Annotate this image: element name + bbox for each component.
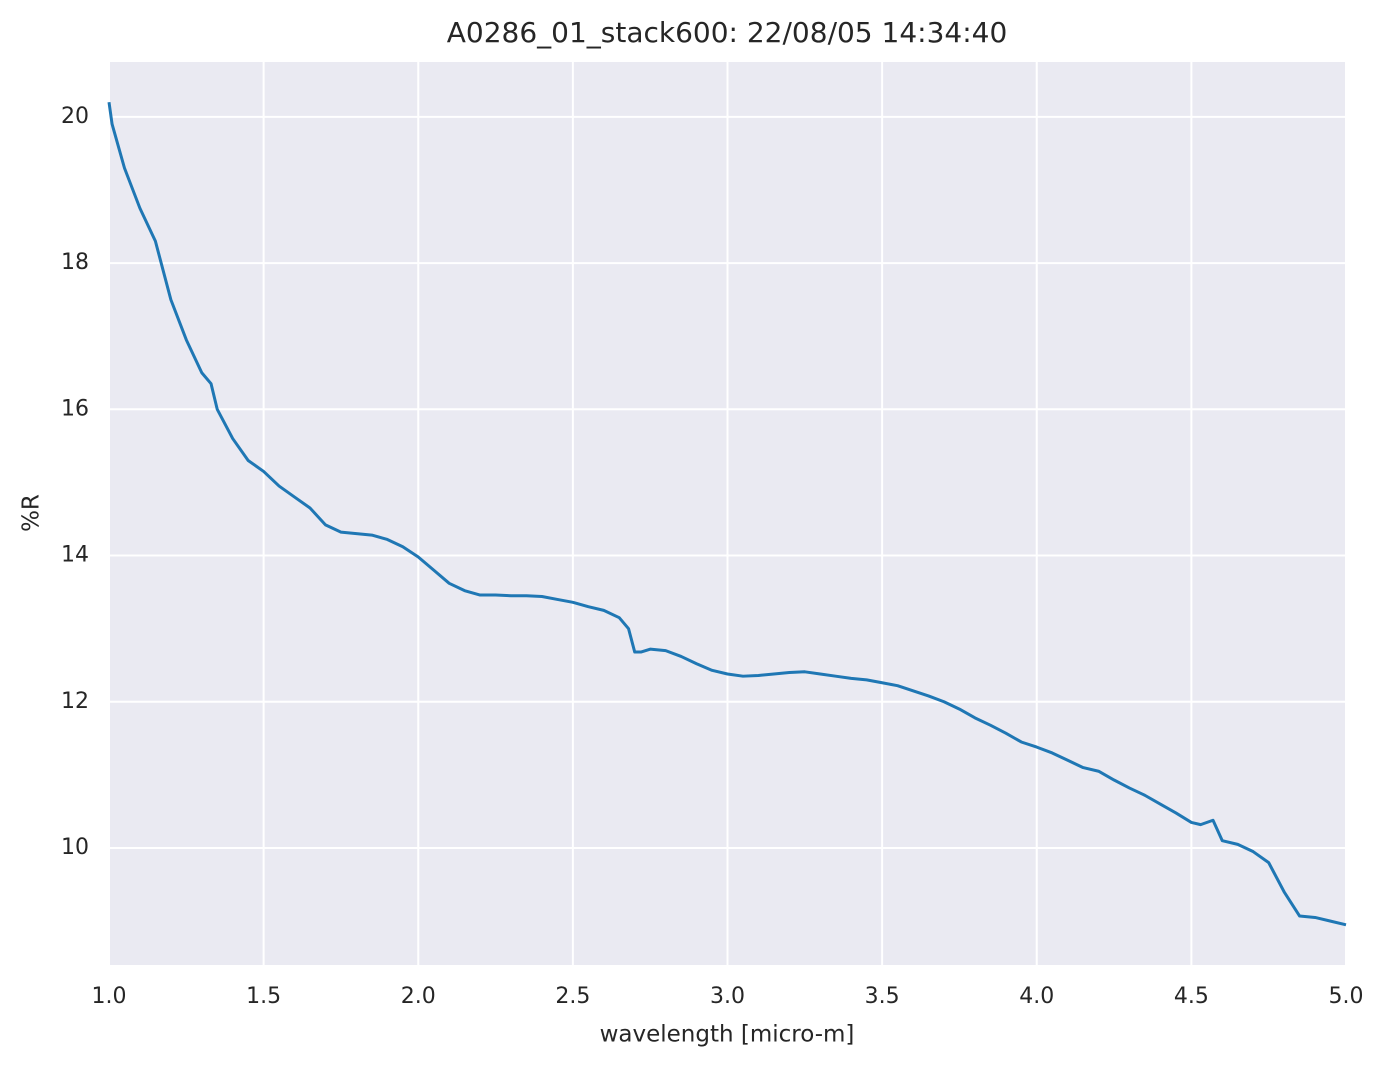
y-tick-label: 10 xyxy=(61,835,89,860)
x-tick-label: 4.0 xyxy=(1019,984,1054,1009)
x-tick-label: 1.5 xyxy=(246,984,281,1009)
data-line xyxy=(107,102,1347,927)
x-tick-label: 1.0 xyxy=(92,984,127,1009)
x-tick-label: 3.0 xyxy=(710,984,745,1009)
y-axis-label: %R xyxy=(19,494,45,532)
x-tick-label: 3.5 xyxy=(865,984,900,1009)
y-tick-label: 16 xyxy=(61,396,89,421)
chart-title: A0286_01_stack600: 22/08/05 14:34:40 xyxy=(447,16,1008,49)
x-tick-label: 2.5 xyxy=(555,984,590,1009)
x-tick-label: 2.0 xyxy=(401,984,436,1009)
y-tick-label: 18 xyxy=(61,250,89,275)
x-tick-label: 4.5 xyxy=(1174,984,1209,1009)
y-tick-label: 12 xyxy=(61,689,89,714)
x-tick-label: 5.0 xyxy=(1329,984,1364,1009)
y-tick-label: 14 xyxy=(61,543,89,568)
x-axis-label: wavelength [micro-m] xyxy=(600,1022,855,1048)
y-tick-label: 20 xyxy=(61,104,89,129)
